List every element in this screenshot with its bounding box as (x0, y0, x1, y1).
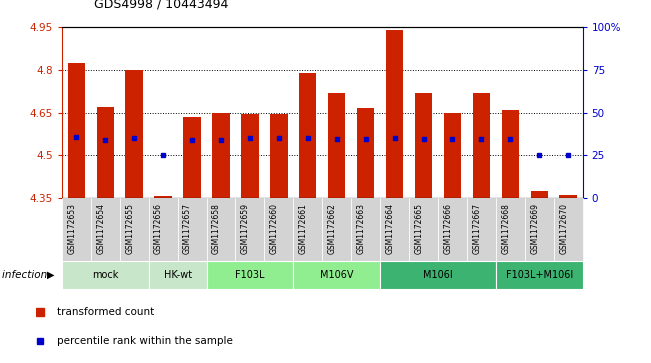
Text: F103L+M106I: F103L+M106I (506, 270, 573, 280)
Bar (444, 113, 461, 198)
Bar (126, 70, 143, 198)
Text: GSM1172654: GSM1172654 (96, 203, 105, 254)
Bar (90, 198, 120, 261)
Bar (328, 93, 346, 198)
Text: GSM1172666: GSM1172666 (443, 203, 452, 254)
Bar (380, 198, 409, 261)
Bar (322, 198, 351, 261)
Bar (299, 73, 316, 198)
Text: GSM1172669: GSM1172669 (531, 203, 539, 254)
Bar (62, 261, 148, 289)
Bar (206, 261, 294, 289)
Text: infection: infection (2, 270, 51, 280)
Text: mock: mock (92, 270, 118, 280)
Text: F103L: F103L (235, 270, 265, 280)
Text: percentile rank within the sample: percentile rank within the sample (57, 336, 233, 346)
Bar (496, 198, 525, 261)
Bar (357, 108, 374, 198)
Bar (386, 30, 403, 198)
Text: GSM1172655: GSM1172655 (125, 203, 134, 254)
Bar (351, 198, 380, 261)
Text: GSM1172653: GSM1172653 (67, 203, 76, 254)
Text: GSM1172661: GSM1172661 (299, 203, 308, 254)
Bar (236, 198, 264, 261)
Bar (148, 261, 206, 289)
Text: M106I: M106I (423, 270, 453, 280)
Bar (502, 110, 519, 198)
Text: GSM1172659: GSM1172659 (241, 203, 250, 254)
Text: GSM1172668: GSM1172668 (501, 203, 510, 254)
Bar (496, 261, 583, 289)
Bar (473, 93, 490, 198)
Bar (62, 198, 90, 261)
Bar (120, 198, 148, 261)
Bar (148, 198, 178, 261)
Text: GSM1172657: GSM1172657 (183, 203, 192, 254)
Bar (294, 261, 380, 289)
Text: GSM1172664: GSM1172664 (385, 203, 395, 254)
Text: GSM1172662: GSM1172662 (327, 203, 337, 254)
Bar (206, 198, 236, 261)
Text: HK-wt: HK-wt (163, 270, 191, 280)
Bar (525, 198, 554, 261)
Bar (154, 196, 172, 198)
Text: M106V: M106V (320, 270, 353, 280)
Text: GSM1172658: GSM1172658 (212, 203, 221, 254)
Bar (554, 198, 583, 261)
Text: GSM1172660: GSM1172660 (270, 203, 279, 254)
Text: GDS4998 / 10443494: GDS4998 / 10443494 (94, 0, 229, 11)
Bar (294, 198, 322, 261)
Bar (415, 93, 432, 198)
Bar (559, 195, 577, 198)
Bar (467, 198, 496, 261)
Bar (531, 191, 548, 198)
Text: GSM1172670: GSM1172670 (559, 203, 568, 254)
Text: ▶: ▶ (47, 270, 55, 280)
Text: transformed count: transformed count (57, 307, 154, 317)
Bar (264, 198, 294, 261)
Text: GSM1172663: GSM1172663 (357, 203, 366, 254)
Bar (270, 114, 288, 198)
Text: GSM1172665: GSM1172665 (415, 203, 424, 254)
Bar (178, 198, 206, 261)
Bar (438, 198, 467, 261)
Bar (96, 107, 114, 198)
Text: GSM1172667: GSM1172667 (473, 203, 481, 254)
Bar (68, 63, 85, 198)
Bar (212, 113, 230, 198)
Bar (184, 117, 201, 198)
Text: GSM1172656: GSM1172656 (154, 203, 163, 254)
Bar (380, 261, 496, 289)
Bar (409, 198, 438, 261)
Bar (242, 114, 258, 198)
